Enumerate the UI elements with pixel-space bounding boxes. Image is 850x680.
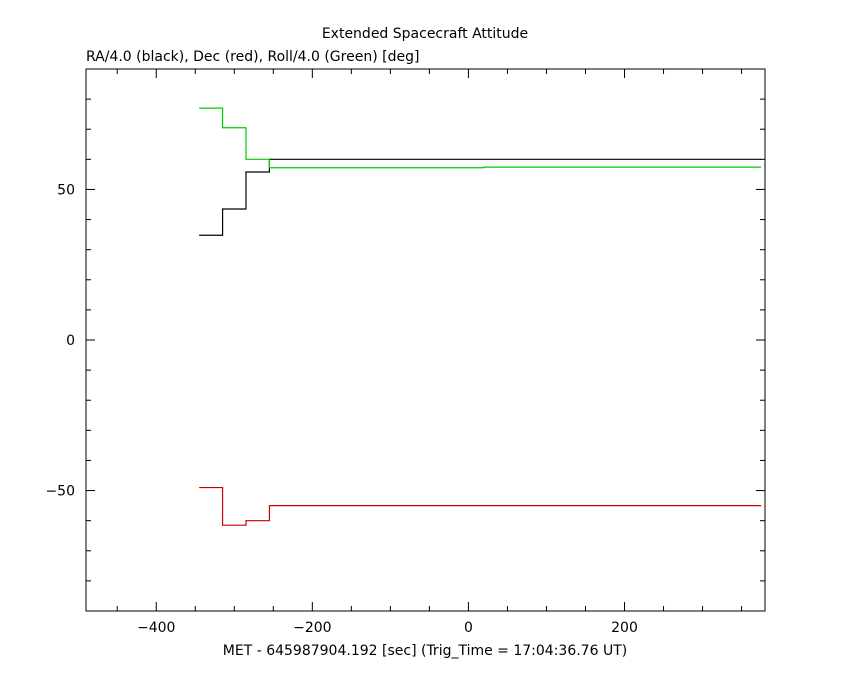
axis-ticks xyxy=(86,68,765,612)
series-line-0 xyxy=(199,158,762,236)
data-series xyxy=(199,107,762,526)
y-tick-label: 0 xyxy=(66,333,75,349)
series-line-2 xyxy=(199,107,762,169)
x-tick-label: 0 xyxy=(464,620,473,636)
tick-labels: −400 −200 0 200 −50 0 50 xyxy=(45,182,637,636)
y-tick-label: 50 xyxy=(57,182,75,198)
x-tick-label: −400 xyxy=(137,620,175,636)
y-tick-label: −50 xyxy=(45,484,75,500)
plot-frame xyxy=(85,68,766,612)
chart-subtitle: RA/4.0 (black), Dec (red), Roll/4.0 (Gre… xyxy=(86,49,419,65)
series-line-1 xyxy=(199,486,762,526)
x-tick-label: −200 xyxy=(293,620,331,636)
x-axis-label: MET - 645987904.192 [sec] (Trig_Time = 1… xyxy=(223,643,627,659)
x-tick-label: 200 xyxy=(611,620,638,636)
chart-title: Extended Spacecraft Attitude xyxy=(322,26,528,42)
